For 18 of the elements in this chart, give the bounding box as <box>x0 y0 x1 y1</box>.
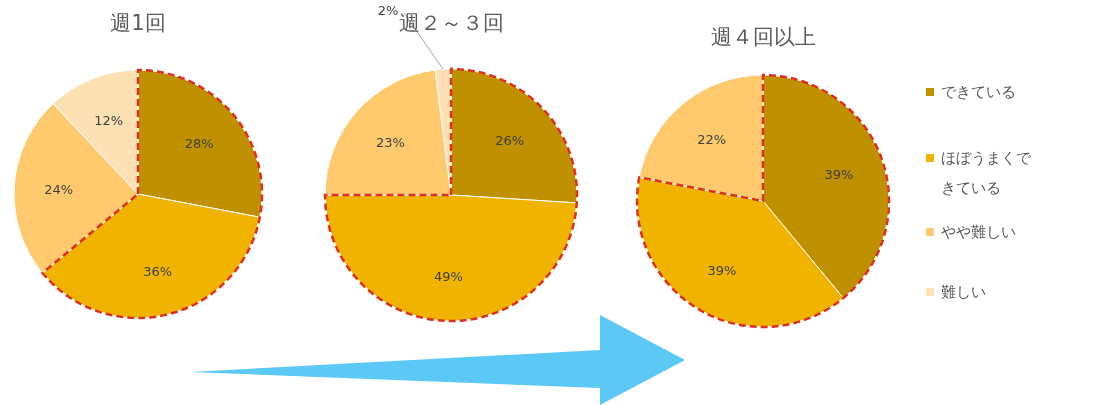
data-label: 22% <box>697 131 727 147</box>
chart-title: 週４回以上 <box>710 25 816 49</box>
data-label: 49% <box>434 268 463 284</box>
data-label: 26% <box>495 132 525 148</box>
data-label: 2% <box>377 3 399 18</box>
legend-label: 難しい <box>941 283 986 301</box>
legend-label: できている <box>941 83 1016 101</box>
data-label: 24% <box>44 182 74 198</box>
chart-title: 週２～３回 <box>398 11 504 35</box>
legend-label: ほぼうまくできている <box>941 149 1032 197</box>
data-label: 12% <box>94 113 124 129</box>
data-label: 39% <box>707 263 737 279</box>
data-label: 39% <box>824 166 854 182</box>
chart-title: 週1回 <box>110 11 166 35</box>
legend-label: やや難しい <box>941 223 1016 241</box>
data-label: 36% <box>143 263 173 279</box>
data-label: 28% <box>184 136 214 152</box>
data-label: 23% <box>376 134 405 150</box>
